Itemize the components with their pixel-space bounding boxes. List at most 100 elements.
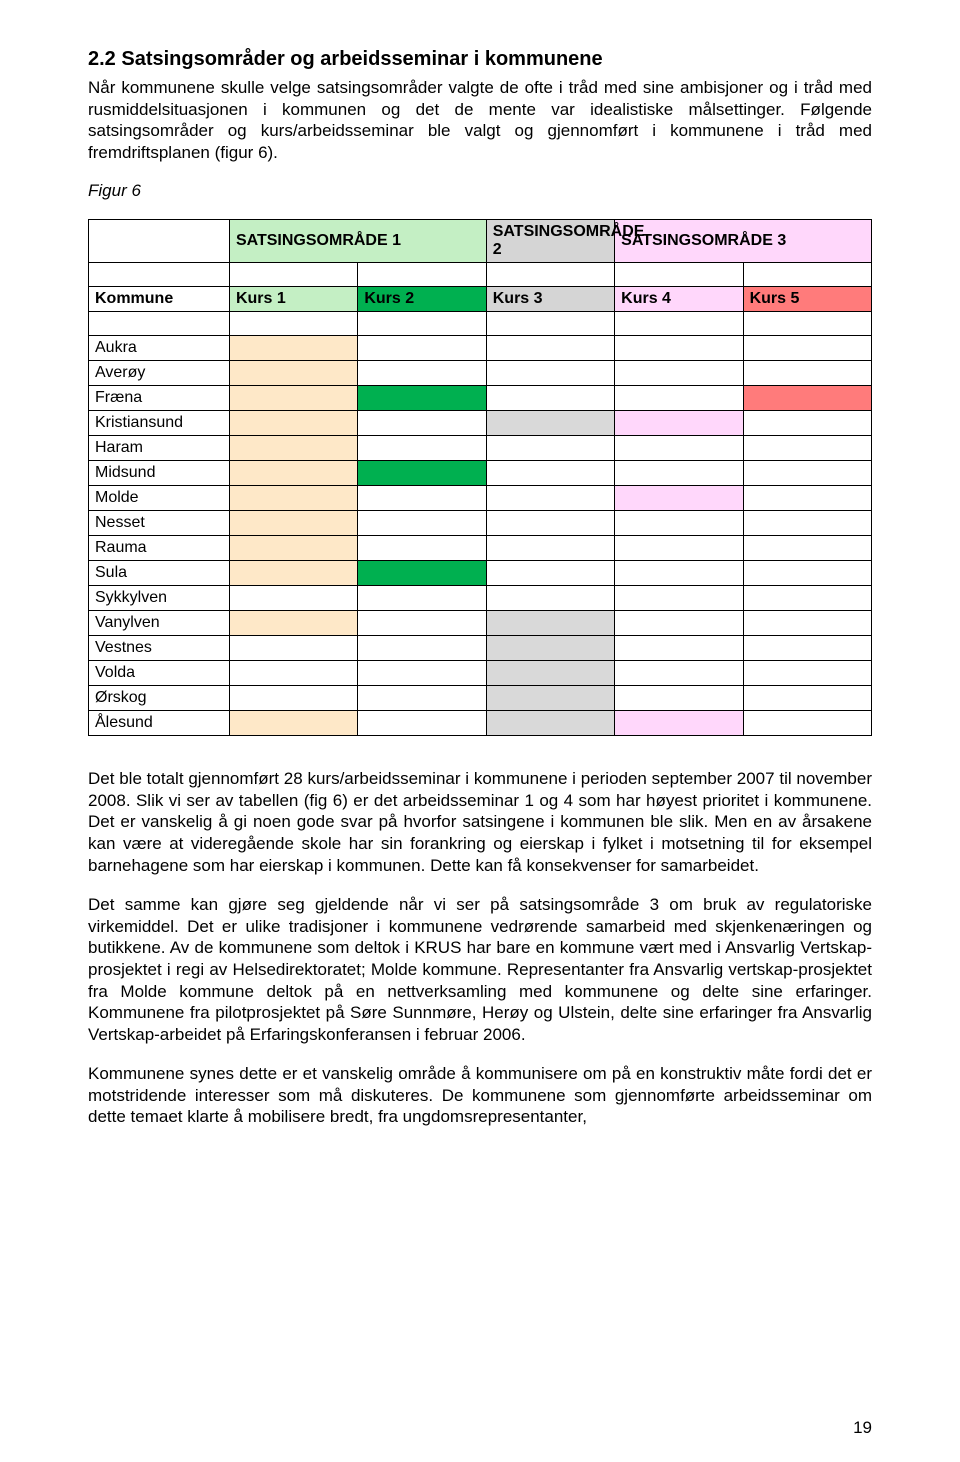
table-row: Ålesund [89,711,872,736]
table-cell [615,411,743,436]
table-cell [229,386,357,411]
table-cell-name: Ørskog [89,686,230,711]
table-row: Averøy [89,361,872,386]
table-cell [615,361,743,386]
table-cell [358,611,486,636]
table-cell [615,661,743,686]
table-cell [743,312,871,336]
table-cell [229,411,357,436]
table-cell-name: Kristiansund [89,411,230,436]
table-cell [229,636,357,661]
table-cell [743,611,871,636]
table-cell [743,636,871,661]
table-cell [358,461,486,486]
table-cell-name: Haram [89,436,230,461]
table-header-cell [89,220,230,263]
table-cell [358,711,486,736]
table-header-cell: Kurs 1 [229,287,357,312]
table-cell [486,686,614,711]
table-cell-name: Aukra [89,336,230,361]
paragraph-2: Det ble totalt gjennomført 28 kurs/arbei… [88,768,872,876]
table-cell [743,386,871,411]
table-header-cell: Kurs 3 [486,287,614,312]
table-cell [358,636,486,661]
table-cell [486,263,614,287]
table-cell [229,336,357,361]
table-cell [486,486,614,511]
satsings-table: SATSINGSOMRÅDE 1SATSINGSOMRÅDE 2SATSINGS… [88,219,872,736]
table-spacer-row [89,312,872,336]
table-cell [615,611,743,636]
table-row: Aukra [89,336,872,361]
table-cell [358,486,486,511]
section-heading: 2.2 Satsingsområder og arbeidsseminar i … [88,48,872,71]
page: 2.2 Satsingsområder og arbeidsseminar i … [0,0,960,1462]
table-cell [358,361,486,386]
table-cell [486,561,614,586]
table-cell [486,436,614,461]
table-cell [229,511,357,536]
table-cell [743,536,871,561]
table-cell-name: Sykkylven [89,586,230,611]
table-cell [615,436,743,461]
table-cell [486,461,614,486]
table-cell-name: Vestnes [89,636,230,661]
table-cell [358,312,486,336]
table-cell [358,263,486,287]
table-cell [358,536,486,561]
table-header-cell: SATSINGSOMRÅDE 1 [229,220,486,263]
table-cell [743,686,871,711]
table-cell [486,711,614,736]
table-cell [486,511,614,536]
table-cell [486,586,614,611]
table-cell-name: Sula [89,561,230,586]
table-cell-name: Ålesund [89,711,230,736]
table-row: Volda [89,661,872,686]
table-row: Haram [89,436,872,461]
table-cell [743,461,871,486]
table-cell-name: Fræna [89,386,230,411]
page-number: 19 [853,1418,872,1438]
table-row: Kristiansund [89,411,872,436]
table-cell [486,536,614,561]
figure-label: Figur 6 [88,181,872,201]
table-cell [358,661,486,686]
table-cell [229,361,357,386]
table-cell [743,711,871,736]
table-cell [743,411,871,436]
table-cell [743,486,871,511]
table-header-cell: Kommune [89,287,230,312]
table-cell [743,336,871,361]
table-cell [615,536,743,561]
table-cell [486,336,614,361]
table-cell [743,586,871,611]
table-cell [615,586,743,611]
table-row: Fræna [89,386,872,411]
table-cell [358,511,486,536]
table-cell [486,361,614,386]
table-row: Ørskog [89,686,872,711]
table-cell [358,586,486,611]
table-cell [743,361,871,386]
table-header-cell: Kurs 5 [743,287,871,312]
table-cell [358,436,486,461]
table-cell [229,711,357,736]
table-cell [89,312,230,336]
table-cell [743,561,871,586]
table-cell-name: Midsund [89,461,230,486]
table-header-cell: Kurs 4 [615,287,743,312]
table-cell [358,336,486,361]
table-cell [229,661,357,686]
table-cell [229,536,357,561]
table-row: Nesset [89,511,872,536]
table-cell [229,586,357,611]
table-cell [229,312,357,336]
table-cell [486,611,614,636]
table-cell [615,511,743,536]
table-cell [615,486,743,511]
table-row: Molde [89,486,872,511]
table-cell [229,486,357,511]
table-cell [615,461,743,486]
table-cell [743,511,871,536]
table-cell [486,411,614,436]
